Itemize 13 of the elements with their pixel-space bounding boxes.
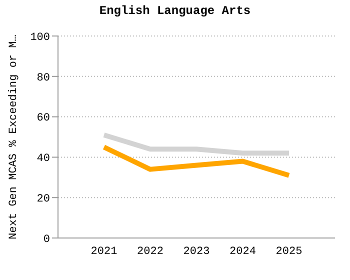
y-tick-label: 100: [30, 32, 50, 44]
x-tick-label: 2024: [230, 246, 256, 258]
y-axis-title: Next Gen MCAS % Exceeding or M…: [8, 34, 20, 240]
x-tick-label: 2023: [183, 246, 210, 258]
y-tick-label: 80: [36, 72, 50, 84]
x-tick-label: 2025: [276, 246, 302, 258]
y-tick-label: 40: [36, 153, 50, 166]
y-tick-label: 60: [36, 112, 50, 125]
y-tick-label: 20: [36, 194, 50, 206]
x-tick-label: 2021: [90, 246, 118, 258]
y-tick-label: 0: [43, 234, 50, 246]
x-tick-label: 2022: [137, 246, 164, 258]
chart-title: English Language Arts: [98, 4, 252, 18]
